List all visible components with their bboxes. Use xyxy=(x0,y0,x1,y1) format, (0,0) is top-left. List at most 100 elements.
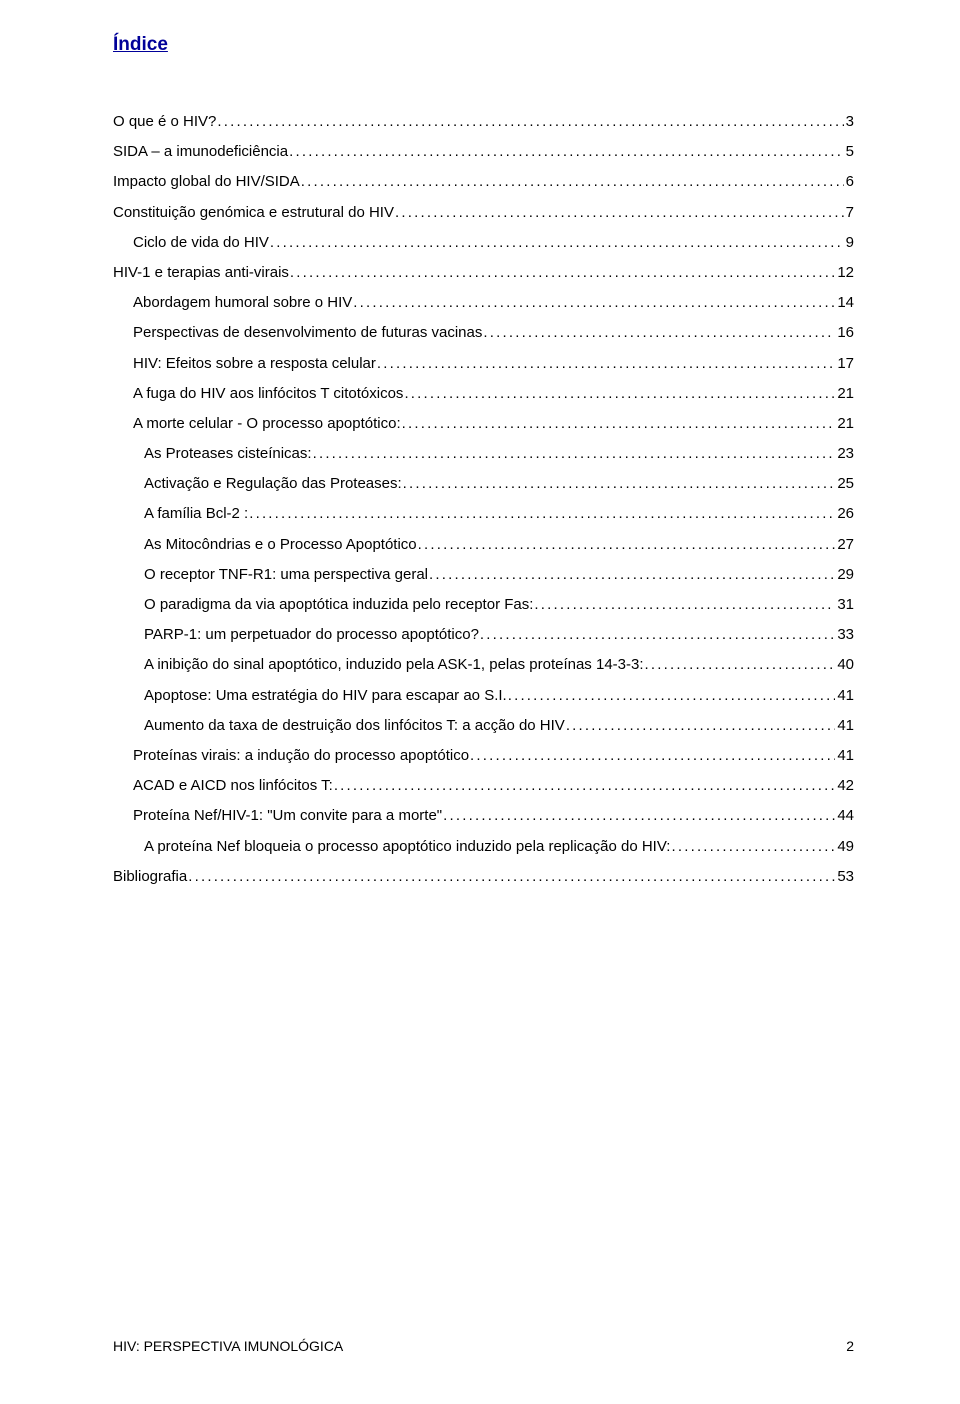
toc-entry: HIV-1 e terapias anti-virais............… xyxy=(113,265,854,280)
toc-dot-leader: ........................................… xyxy=(394,205,844,220)
toc-dot-leader: ........................................… xyxy=(402,476,836,491)
toc-dot-leader: ........................................… xyxy=(401,416,836,431)
toc-dot-leader: ........................................… xyxy=(428,567,835,582)
toc-dot-leader: ........................................… xyxy=(403,386,835,401)
toc-entry: Apoptose: Uma estratégia do HIV para esc… xyxy=(113,688,854,703)
toc-entry-page: 6 xyxy=(844,174,854,189)
toc-entry-page: 41 xyxy=(835,718,854,733)
toc-entry-text: Apoptose: Uma estratégia do HIV para esc… xyxy=(144,688,507,703)
toc-entry-page: 41 xyxy=(835,748,854,763)
toc-entry-text: Abordagem humoral sobre o HIV xyxy=(133,295,352,310)
toc-dot-leader: ........................................… xyxy=(417,537,836,552)
toc-entry-page: 26 xyxy=(835,506,854,521)
toc-entry-page: 27 xyxy=(835,537,854,552)
toc-entry: Constituição genómica e estrutural do HI… xyxy=(113,205,854,220)
toc-entry-text: Activação e Regulação das Proteases: xyxy=(144,476,402,491)
toc-entry-page: 44 xyxy=(835,808,854,823)
toc-dot-leader: ........................................… xyxy=(288,144,844,159)
toc-dot-leader: ........................................… xyxy=(565,718,836,733)
toc-entry-text: Ciclo de vida do HIV xyxy=(133,235,269,250)
toc-entry-page: 21 xyxy=(835,416,854,431)
toc-entry-text: Constituição genómica e estrutural do HI… xyxy=(113,205,394,220)
toc-entry-text: Bibliografia xyxy=(113,869,187,884)
toc-entry: O paradigma da via apoptótica induzida p… xyxy=(113,597,854,612)
toc-entry-text: As Mitocôndrias e o Processo Apoptótico xyxy=(144,537,417,552)
toc-dot-leader: ........................................… xyxy=(376,356,835,371)
toc-dot-leader: ........................................… xyxy=(269,235,844,250)
toc-entry: Bibliografia............................… xyxy=(113,869,854,884)
toc-entry-text: O que é o HIV? xyxy=(113,114,216,129)
toc-entry: PARP-1: um perpetuador do processo apopt… xyxy=(113,627,854,642)
toc-dot-leader: ........................................… xyxy=(300,174,844,189)
toc-dot-leader: ........................................… xyxy=(507,688,836,703)
toc-entry: ACAD e AICD nos linfócitos T:...........… xyxy=(113,778,854,793)
toc-dot-leader: ........................................… xyxy=(289,265,835,280)
toc-entry: Proteína Nef/HIV-1: "Um convite para a m… xyxy=(113,808,854,823)
toc-entry-text: ACAD e AICD nos linfócitos T: xyxy=(133,778,333,793)
toc-entry-page: 16 xyxy=(835,325,854,340)
toc-dot-leader: ........................................… xyxy=(216,114,843,129)
toc-entry-page: 41 xyxy=(835,688,854,703)
toc-entry-page: 31 xyxy=(835,597,854,612)
toc-dot-leader: ........................................… xyxy=(533,597,835,612)
toc-entry-text: A fuga do HIV aos linfócitos T citotóxic… xyxy=(133,386,403,401)
toc-entry-page: 53 xyxy=(835,869,854,884)
toc-entry-page: 9 xyxy=(844,235,854,250)
toc-dot-leader: ........................................… xyxy=(670,839,835,854)
footer-left: HIV: PERSPECTIVA IMUNOLÓGICA xyxy=(113,1338,343,1354)
toc-dot-leader: ........................................… xyxy=(312,446,836,461)
toc-entry-text: HIV: Efeitos sobre a resposta celular xyxy=(133,356,376,371)
toc-entry-page: 5 xyxy=(844,144,854,159)
toc-entry-page: 12 xyxy=(835,265,854,280)
toc-entry-text: A proteína Nef bloqueia o processo apopt… xyxy=(144,839,670,854)
toc-entry: Ciclo de vida do HIV....................… xyxy=(113,235,854,250)
toc-dot-leader: ........................................… xyxy=(352,295,835,310)
toc-entry-page: 21 xyxy=(835,386,854,401)
toc-dot-leader: ........................................… xyxy=(333,778,836,793)
toc-entry: Abordagem humoral sobre o HIV...........… xyxy=(113,295,854,310)
toc-dot-leader: ........................................… xyxy=(644,657,836,672)
toc-entry-page: 17 xyxy=(835,356,854,371)
toc-entry: A fuga do HIV aos linfócitos T citotóxic… xyxy=(113,386,854,401)
page: Índice O que é o HIV?...................… xyxy=(0,0,960,1404)
page-footer: HIV: PERSPECTIVA IMUNOLÓGICA 2 xyxy=(113,1338,854,1354)
toc-entry: As Mitocôndrias e o Processo Apoptótico.… xyxy=(113,537,854,552)
toc-title: Índice xyxy=(113,34,854,56)
toc-entry-page: 3 xyxy=(844,114,854,129)
toc-dot-leader: ........................................… xyxy=(187,869,835,884)
toc-entry-text: O paradigma da via apoptótica induzida p… xyxy=(144,597,533,612)
toc-dot-leader: ........................................… xyxy=(482,325,835,340)
toc-entry-text: A família Bcl-2 : xyxy=(144,506,248,521)
toc-entry-page: 14 xyxy=(835,295,854,310)
toc-entry-text: PARP-1: um perpetuador do processo apopt… xyxy=(144,627,479,642)
toc-entry-text: Aumento da taxa de destruição dos linfóc… xyxy=(144,718,565,733)
toc-entry: Aumento da taxa de destruição dos linfóc… xyxy=(113,718,854,733)
toc-entry: Proteínas virais: a indução do processo … xyxy=(113,748,854,763)
toc-entry: A família Bcl-2 :.......................… xyxy=(113,506,854,521)
toc-entry-text: A inibição do sinal apoptótico, induzido… xyxy=(144,657,644,672)
toc-entry-page: 49 xyxy=(835,839,854,854)
toc-entry: Perspectivas de desenvolvimento de futur… xyxy=(113,325,854,340)
toc-entry-text: O receptor TNF-R1: uma perspectiva geral xyxy=(144,567,428,582)
toc-entry-text: SIDA – a imunodeficiência xyxy=(113,144,288,159)
toc-entry: O que é o HIV?..........................… xyxy=(113,114,854,129)
toc-dot-leader: ........................................… xyxy=(248,506,835,521)
toc-entry: Activação e Regulação das Proteases:....… xyxy=(113,476,854,491)
toc-entry: As Proteases cisteínicas:...............… xyxy=(113,446,854,461)
toc-entry-page: 7 xyxy=(844,205,854,220)
toc-entry: SIDA – a imunodeficiência...............… xyxy=(113,144,854,159)
toc-entry-page: 25 xyxy=(835,476,854,491)
footer-page-number: 2 xyxy=(846,1338,854,1354)
toc-entry-page: 42 xyxy=(835,778,854,793)
toc-entry: Impacto global do HIV/SIDA..............… xyxy=(113,174,854,189)
toc-entry-page: 40 xyxy=(835,657,854,672)
toc-entry: A morte celular - O processo apoptótico:… xyxy=(113,416,854,431)
toc-entry: A inibição do sinal apoptótico, induzido… xyxy=(113,657,854,672)
toc-list: O que é o HIV?..........................… xyxy=(113,114,854,899)
toc-dot-leader: ........................................… xyxy=(442,808,835,823)
toc-entry-text: Impacto global do HIV/SIDA xyxy=(113,174,300,189)
toc-entry-text: Proteína Nef/HIV-1: "Um convite para a m… xyxy=(133,808,442,823)
toc-entry-text: Proteínas virais: a indução do processo … xyxy=(133,748,469,763)
toc-dot-leader: ........................................… xyxy=(479,627,835,642)
toc-entry: O receptor TNF-R1: uma perspectiva geral… xyxy=(113,567,854,582)
